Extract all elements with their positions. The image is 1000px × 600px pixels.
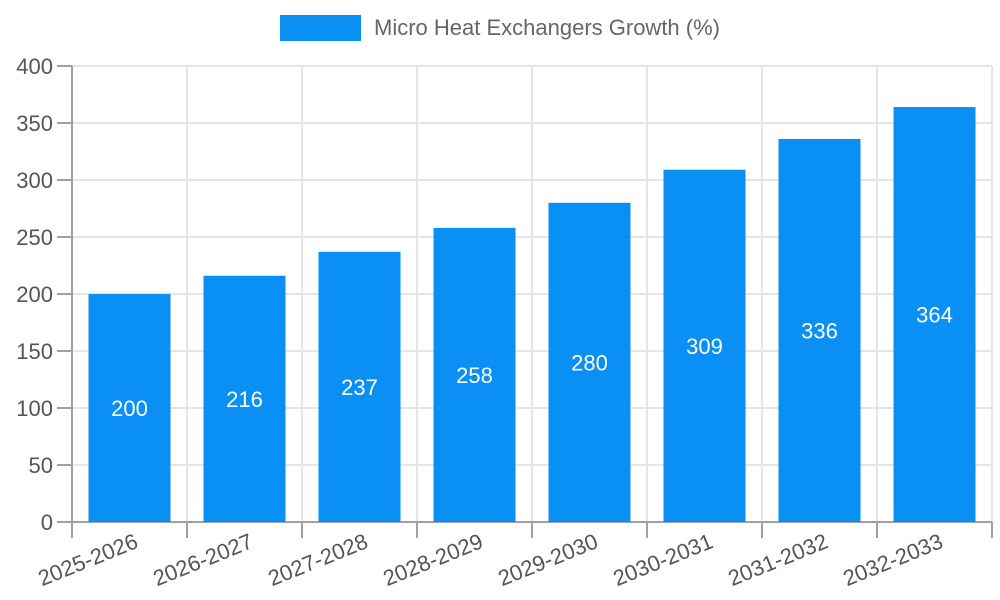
bar-value-label: 258 bbox=[456, 363, 493, 388]
y-tick-label: 200 bbox=[16, 282, 53, 307]
bar-value-label: 309 bbox=[686, 334, 723, 359]
y-tick-label: 250 bbox=[16, 225, 53, 250]
y-tick-label: 150 bbox=[16, 339, 53, 364]
x-tick-label: 2025-2026 bbox=[34, 528, 141, 591]
x-tick-label: 2028-2029 bbox=[379, 528, 486, 591]
bar-value-label: 280 bbox=[571, 350, 608, 375]
y-tick-label: 100 bbox=[16, 396, 53, 421]
legend-swatch bbox=[280, 15, 361, 41]
bar[interactable] bbox=[203, 275, 286, 522]
bar-value-label: 336 bbox=[801, 318, 838, 343]
y-tick-label: 300 bbox=[16, 168, 53, 193]
bar-value-label: 200 bbox=[111, 396, 148, 421]
y-tick-label: 350 bbox=[16, 111, 53, 136]
x-tick-label: 2030-2031 bbox=[609, 528, 716, 591]
legend-label: Micro Heat Exchangers Growth (%) bbox=[374, 15, 720, 40]
y-tick-label: 0 bbox=[41, 510, 53, 535]
bar[interactable] bbox=[88, 294, 171, 522]
legend[interactable]: Micro Heat Exchangers Growth (%) bbox=[0, 15, 1000, 41]
bar[interactable] bbox=[893, 107, 976, 522]
x-tick-label: 2031-2032 bbox=[724, 528, 831, 591]
bar-value-label: 237 bbox=[341, 375, 378, 400]
bar[interactable] bbox=[663, 169, 746, 523]
x-tick-label: 2026-2027 bbox=[149, 528, 256, 591]
bar-value-label: 364 bbox=[916, 303, 953, 328]
bar-value-label: 216 bbox=[226, 387, 263, 412]
x-tick-label: 2027-2028 bbox=[264, 528, 371, 591]
bar[interactable] bbox=[433, 227, 516, 522]
bar[interactable] bbox=[318, 251, 401, 522]
y-tick-label: 50 bbox=[29, 453, 53, 478]
bar[interactable] bbox=[548, 202, 631, 523]
bar[interactable] bbox=[778, 138, 861, 522]
x-tick-label: 2029-2030 bbox=[494, 528, 601, 591]
x-tick-label: 2032-2033 bbox=[839, 528, 946, 591]
y-tick-label: 400 bbox=[16, 54, 53, 79]
